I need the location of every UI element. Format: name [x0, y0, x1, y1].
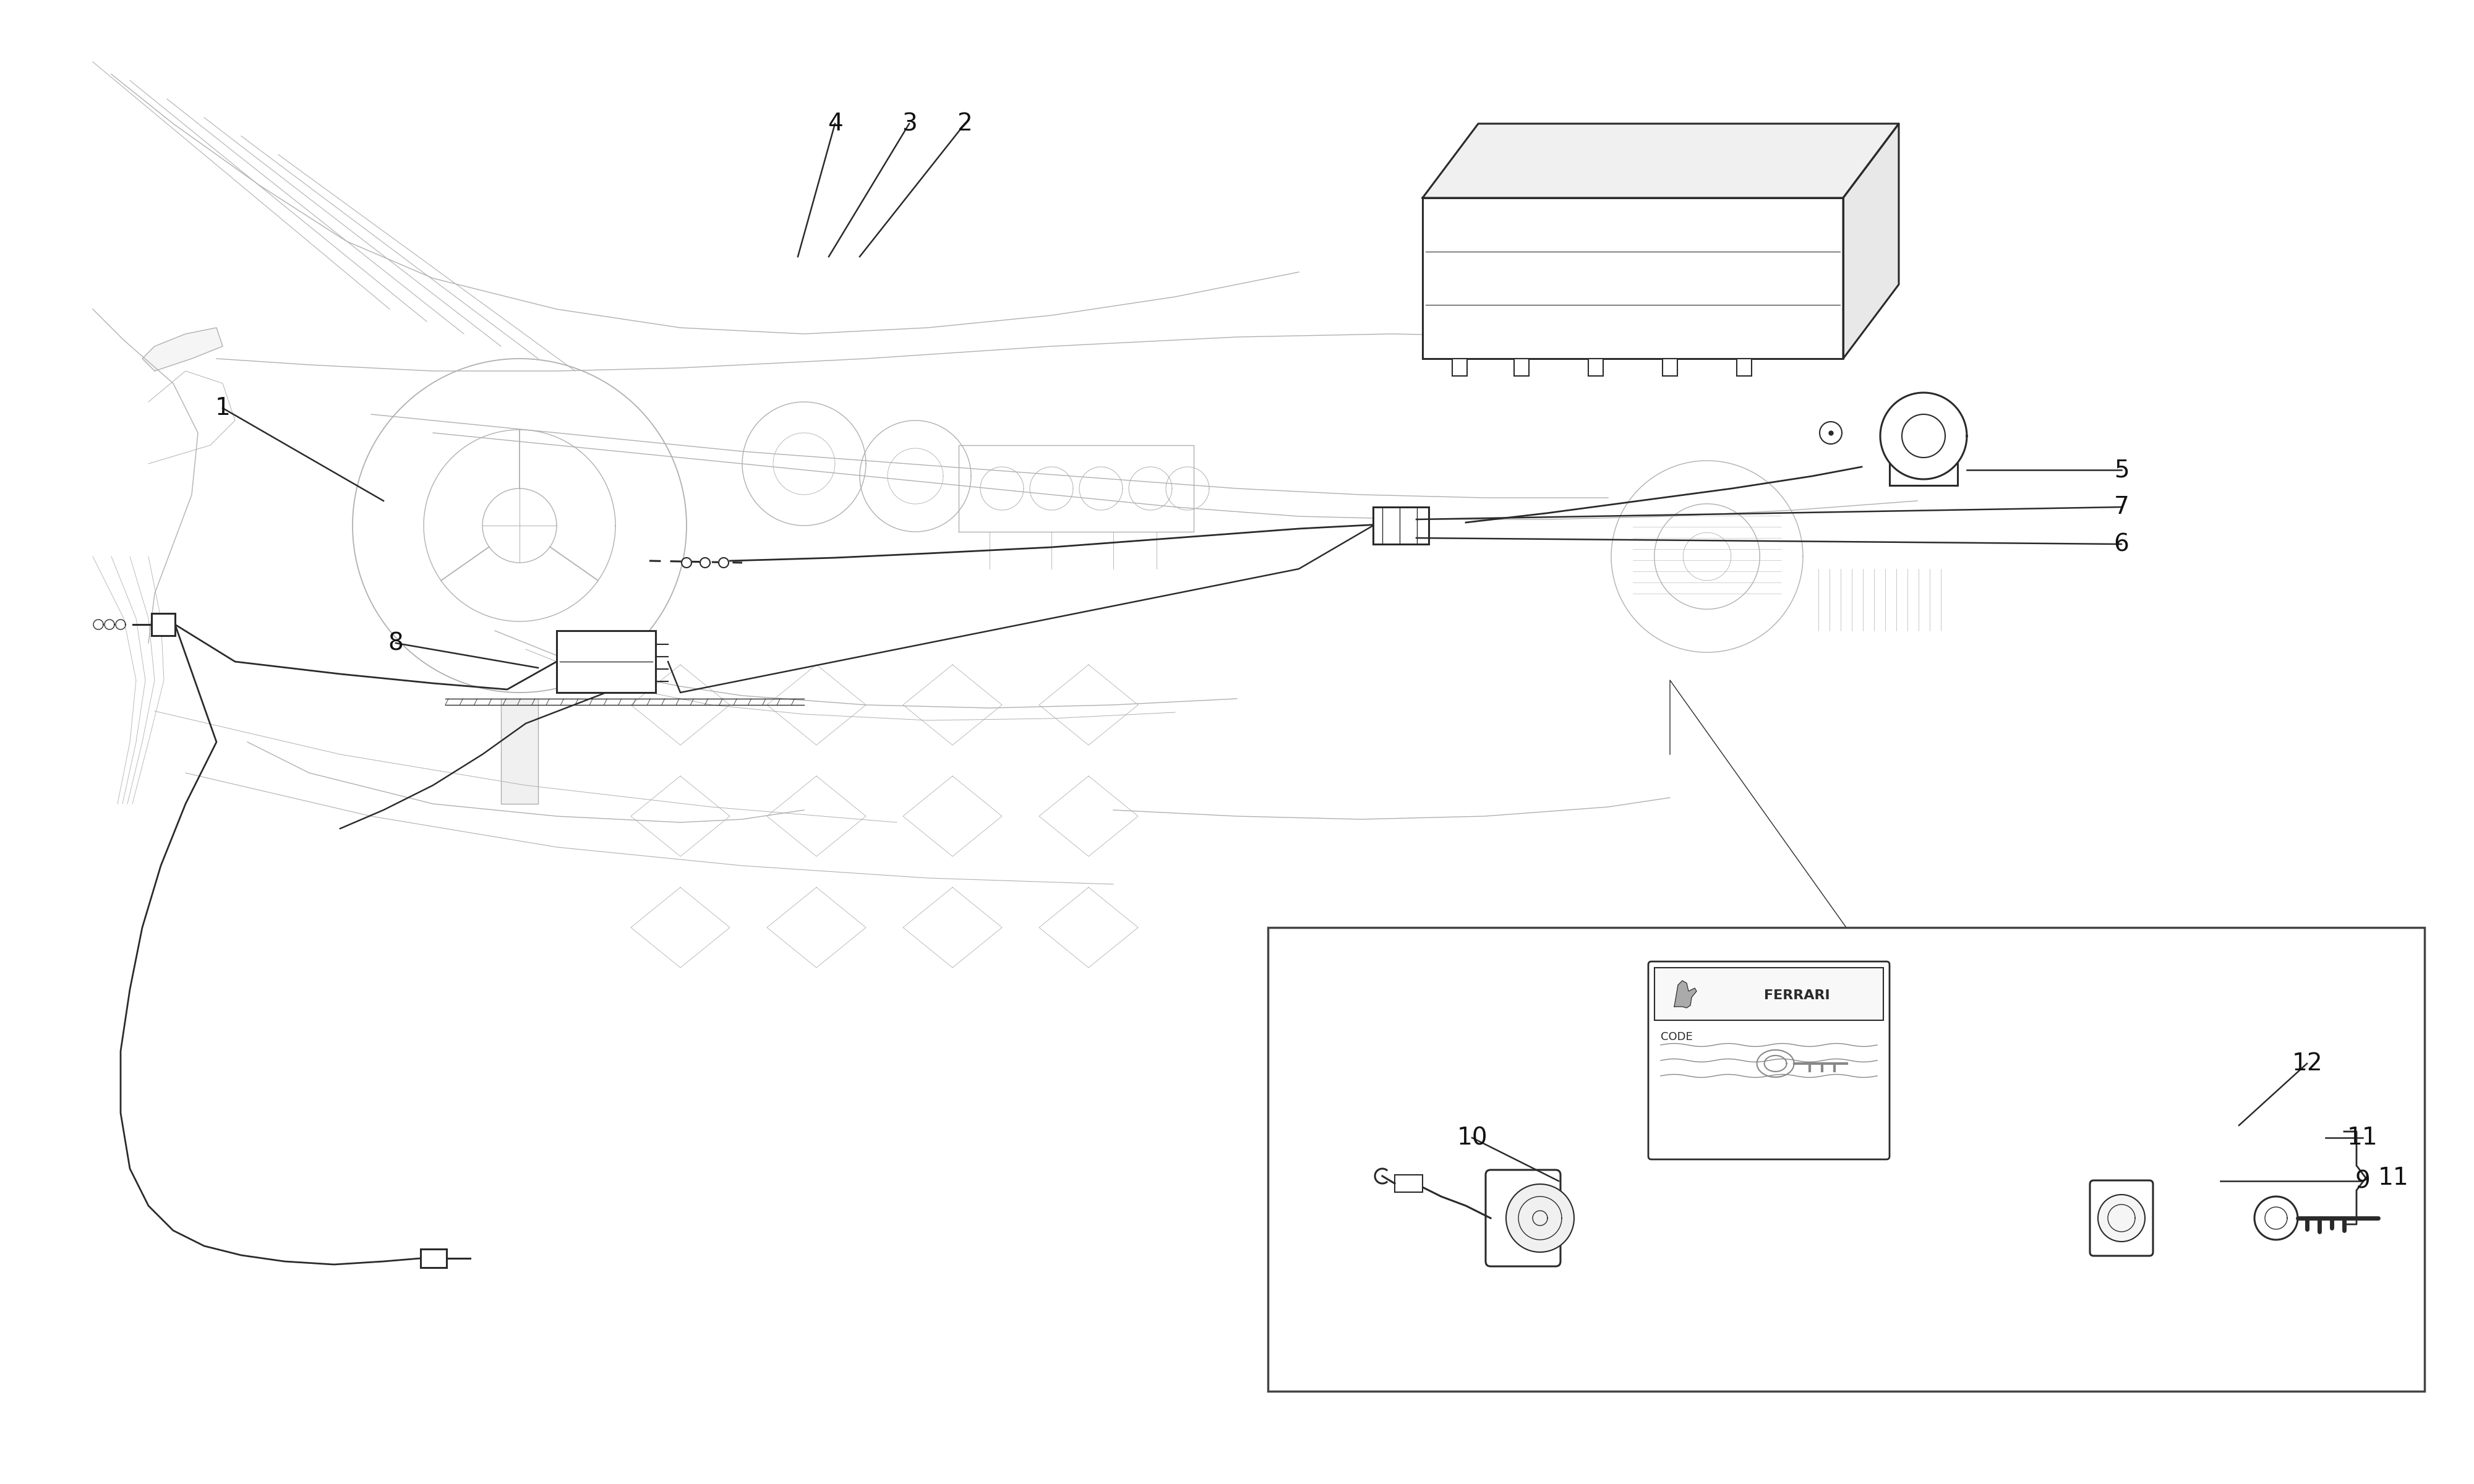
Bar — [151, 613, 176, 635]
Polygon shape — [720, 558, 727, 567]
Polygon shape — [1507, 1184, 1573, 1252]
Text: FERRARI: FERRARI — [1764, 990, 1831, 1002]
Polygon shape — [143, 328, 223, 371]
FancyBboxPatch shape — [1484, 1169, 1561, 1266]
Polygon shape — [1423, 197, 1843, 359]
Text: 2: 2 — [957, 111, 972, 135]
Text: 4: 4 — [826, 111, 844, 135]
Polygon shape — [1423, 123, 1900, 197]
Polygon shape — [500, 699, 539, 804]
Text: 12: 12 — [2291, 1052, 2323, 1076]
Text: 10: 10 — [1457, 1126, 1487, 1150]
Bar — [1737, 359, 1752, 375]
Polygon shape — [700, 558, 710, 567]
Bar — [1514, 359, 1529, 375]
Polygon shape — [1821, 421, 1841, 444]
Polygon shape — [1880, 393, 1967, 479]
FancyBboxPatch shape — [2091, 1180, 2152, 1255]
Bar — [1267, 927, 2425, 1392]
Polygon shape — [683, 558, 693, 567]
Text: 7: 7 — [2113, 496, 2130, 519]
Polygon shape — [2098, 1195, 2145, 1242]
Polygon shape — [1843, 123, 1900, 359]
FancyBboxPatch shape — [1648, 962, 1890, 1159]
Bar — [1663, 359, 1677, 375]
Text: 5: 5 — [2113, 459, 2130, 482]
Text: 11: 11 — [2378, 1166, 2410, 1190]
Bar — [421, 1250, 445, 1267]
Text: 3: 3 — [901, 111, 918, 135]
Polygon shape — [1675, 981, 1697, 1008]
Polygon shape — [2254, 1196, 2298, 1239]
Text: 11: 11 — [2348, 1126, 2378, 1150]
Bar — [1655, 968, 1883, 1021]
Bar — [1588, 359, 1603, 375]
Text: CODE: CODE — [1660, 1031, 1692, 1042]
Text: 1: 1 — [215, 396, 230, 420]
Text: 8: 8 — [388, 631, 403, 654]
Bar — [1890, 451, 1957, 485]
Bar — [1452, 359, 1467, 375]
Text: 9: 9 — [2355, 1169, 2370, 1193]
Text: 6: 6 — [2113, 533, 2130, 556]
Bar — [1395, 1175, 1423, 1192]
Bar — [557, 631, 656, 693]
Bar — [1373, 508, 1430, 545]
